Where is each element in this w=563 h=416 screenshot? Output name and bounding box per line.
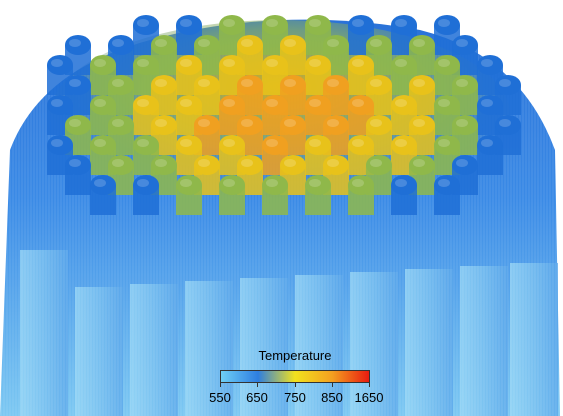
rod — [348, 175, 374, 215]
colorbar-title: Temperature — [258, 348, 332, 363]
rod — [391, 175, 417, 215]
rod — [348, 95, 374, 135]
rod — [477, 135, 503, 175]
colorbar-tick — [332, 383, 333, 387]
temperature-colorbar: Temperature 550 650 750 850 1650 — [205, 348, 385, 412]
rod — [434, 175, 460, 215]
colorbar-tick — [369, 383, 370, 387]
rod — [133, 175, 159, 215]
rod — [477, 55, 503, 95]
colorbar-gradient — [220, 370, 370, 383]
colorbar-tick — [295, 383, 296, 387]
rod — [90, 175, 116, 215]
rod — [348, 135, 374, 175]
rod — [108, 35, 134, 75]
rod — [262, 95, 288, 135]
colorbar-tick — [257, 383, 258, 387]
colorbar-label-1650: 1650 — [354, 390, 384, 405]
rod — [65, 155, 91, 195]
rod — [323, 115, 349, 155]
rod — [176, 175, 202, 215]
rod-tops — [47, 15, 521, 215]
rod — [348, 15, 374, 55]
colorbar-label-550: 550 — [209, 390, 231, 405]
colorbar-label-650: 650 — [246, 390, 268, 405]
rod — [219, 175, 245, 215]
rod — [194, 155, 220, 195]
rod — [366, 155, 392, 195]
rod — [194, 75, 220, 115]
colorbar-tick — [220, 383, 221, 387]
rod — [151, 75, 177, 115]
rod — [305, 175, 331, 215]
rod — [323, 75, 349, 115]
rod — [176, 55, 202, 95]
rod — [262, 175, 288, 215]
colorbar-label-750: 750 — [284, 390, 306, 405]
rod — [90, 135, 116, 175]
colorbar-label-850: 850 — [321, 390, 343, 405]
